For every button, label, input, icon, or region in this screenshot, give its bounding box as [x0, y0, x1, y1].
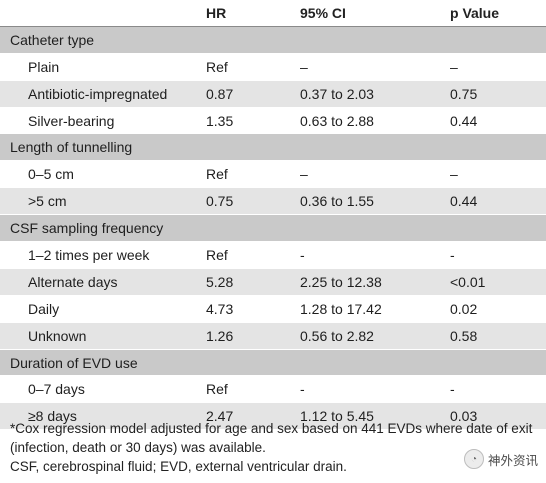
cell-p-value: – — [450, 53, 546, 81]
group-title: Duration of EVD use — [0, 349, 546, 377]
group-title: Catheter type — [0, 26, 546, 54]
header-p-value: p Value — [450, 0, 546, 27]
cell-p-value: - — [450, 241, 546, 269]
table-row: Alternate days 5.28 2.25 to 12.38 <0.01 — [0, 268, 546, 296]
cell-ci: – — [300, 160, 450, 189]
watermark-text: 神外资讯 — [487, 453, 538, 468]
cell-hr: 0.75 — [206, 187, 300, 216]
table-row: 0–7 days Ref - - — [0, 375, 546, 404]
cell-p-value: – — [450, 160, 546, 189]
cell-ci: 0.37 to 2.03 — [300, 80, 450, 108]
cell-hr: 1.35 — [206, 107, 300, 135]
row-label: Alternate days — [0, 268, 206, 296]
cell-p-value: 0.44 — [450, 187, 546, 216]
group-row: Length of tunnelling — [0, 133, 546, 162]
cell-hr: 2.47 — [206, 402, 300, 431]
row-label: Plain — [0, 53, 206, 81]
cell-p-value: - — [450, 375, 546, 404]
row-label: ≥8 days — [0, 402, 206, 431]
cell-hr: 4.73 — [206, 295, 300, 323]
cell-p-value: 0.44 — [450, 107, 546, 135]
row-label: 0–5 cm — [0, 160, 206, 189]
cell-p-value: 0.03 — [450, 402, 546, 431]
cell-ci: 1.12 to 5.45 — [300, 402, 450, 431]
cell-hr: Ref — [206, 160, 300, 189]
table-row: 1–2 times per week Ref - - — [0, 241, 546, 269]
footnotes: *Cox regression model adjusted for age a… — [10, 419, 540, 476]
cell-ci: – — [300, 53, 450, 81]
group-row: CSF sampling frequency — [0, 214, 546, 243]
header-ci: 95% CI — [300, 0, 450, 27]
row-label: >5 cm — [0, 187, 206, 216]
table-row: Unknown 1.26 0.56 to 2.82 0.58 — [0, 322, 546, 350]
cell-ci: 2.25 to 12.38 — [300, 268, 450, 296]
cell-hr: Ref — [206, 53, 300, 81]
cell-hr: 1.26 — [206, 322, 300, 350]
table-row: Silver-bearing 1.35 0.63 to 2.88 0.44 — [0, 107, 546, 135]
table-row: 0–5 cm Ref – – — [0, 160, 546, 189]
header-hr: HR — [206, 0, 300, 27]
cell-p-value: 0.58 — [450, 322, 546, 350]
cell-ci: - — [300, 241, 450, 269]
cell-ci: 1.28 to 17.42 — [300, 295, 450, 323]
row-label: 1–2 times per week — [0, 241, 206, 269]
hazard-ratio-table: HR 95% CI p Value Catheter type Plain Ref –… — [0, 0, 546, 431]
cell-ci: 0.36 to 1.55 — [300, 187, 450, 216]
footnote-abbreviations: CSF, cerebrospinal fluid; EVD, external … — [10, 459, 347, 474]
group-title: Length of tunnelling — [0, 133, 546, 162]
row-label: 0–7 days — [0, 375, 206, 404]
table-header-row: HR 95% CI p Value — [0, 0, 546, 27]
group-row: Catheter type — [0, 26, 546, 54]
group-title: CSF sampling frequency — [0, 214, 546, 243]
table-body: Catheter type Plain Ref – – Antibiotic-impreg… — [0, 26, 546, 431]
cell-p-value: <0.01 — [450, 268, 546, 296]
header-label-cell — [0, 0, 206, 27]
table-row: >5 cm 0.75 0.36 to 1.55 0.44 — [0, 187, 546, 216]
cell-p-value: 0.02 — [450, 295, 546, 323]
cell-ci: 0.56 to 2.82 — [300, 322, 450, 350]
cell-hr: Ref — [206, 375, 300, 404]
table-row: ≥8 days 2.47 1.12 to 5.45 0.03 — [0, 402, 546, 431]
wechat-icon: ◔ — [463, 449, 484, 469]
group-row: Duration of EVD use — [0, 349, 546, 377]
cell-hr: 5.28 — [206, 268, 300, 296]
cell-p-value: 0.75 — [450, 80, 546, 108]
row-label: Antibiotic-impregnated — [0, 80, 206, 108]
watermark: ◔ 神外资讯 — [463, 449, 538, 469]
cell-hr: Ref — [206, 241, 300, 269]
table-row: Antibiotic-impregnated 0.87 0.37 to 2.03 0.… — [0, 80, 546, 108]
cell-ci: - — [300, 375, 450, 404]
footnote-cox-model: *Cox regression model adjusted for age a… — [10, 421, 533, 455]
table-row: Plain Ref – – — [0, 53, 546, 81]
table-row: Daily 4.73 1.28 to 17.42 0.02 — [0, 295, 546, 323]
row-label: Daily — [0, 295, 206, 323]
cell-ci: 0.63 to 2.88 — [300, 107, 450, 135]
row-label: Unknown — [0, 322, 206, 350]
row-label: Silver-bearing — [0, 107, 206, 135]
cell-hr: 0.87 — [206, 80, 300, 108]
